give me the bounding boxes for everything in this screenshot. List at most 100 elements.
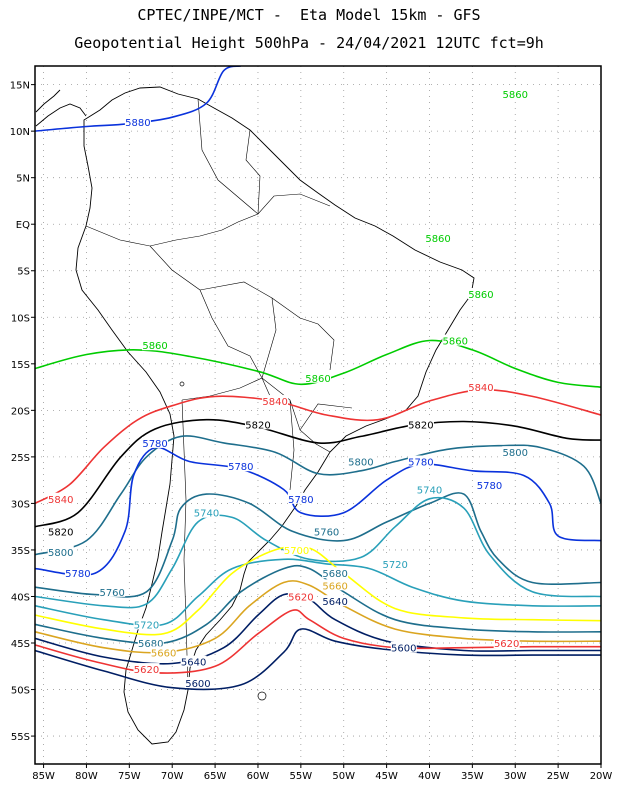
lat-tick-label: 35S <box>11 546 30 557</box>
map-title-line-2: Geopotential Height 500hPa - 24/04/2021 … <box>74 34 544 52</box>
contour-label-bg <box>150 646 177 658</box>
lat-tick-label: 15N <box>10 81 30 92</box>
contour-label-bg <box>47 545 74 557</box>
contour-label-bg <box>502 446 529 458</box>
lon-tick-label: 45W <box>375 771 398 782</box>
contour-label-5860: 5860 <box>468 290 493 301</box>
contour-label-5760: 5760 <box>99 588 124 599</box>
contour-label-5600: 5600 <box>391 644 416 655</box>
lon-tick-label: 20W <box>590 771 613 782</box>
lon-tick-label: 35W <box>461 771 484 782</box>
contour-label-bg <box>262 395 289 407</box>
map-frame <box>34 65 602 765</box>
contour-label-5840: 5840 <box>48 495 73 506</box>
contour-label-5860: 5860 <box>503 90 528 101</box>
contour-5600 <box>35 628 601 691</box>
contour-label-bg <box>382 557 409 569</box>
lon-tick-label: 65W <box>204 771 227 782</box>
lat-tick-label: 55S <box>11 732 30 743</box>
contour-label-5780: 5780 <box>408 458 433 469</box>
contour-label-5620: 5620 <box>288 592 313 603</box>
contour-label-bg <box>64 567 91 579</box>
contour-label-bg <box>407 418 434 430</box>
contour-label-bg <box>47 525 74 537</box>
contour-label-5660: 5660 <box>151 648 176 659</box>
contour-label-5780: 5780 <box>142 439 167 450</box>
contour-label-5780: 5780 <box>228 462 253 473</box>
lon-tick-label: 85W <box>32 771 55 782</box>
contour-label-5880: 5880 <box>125 118 150 129</box>
contour-label-5780: 5780 <box>477 481 502 492</box>
contour-label-5740: 5740 <box>194 509 219 520</box>
contour-label-5800: 5800 <box>348 458 373 469</box>
coastlines-borders <box>35 86 475 745</box>
contour-label-5800: 5800 <box>503 448 528 459</box>
lake-titicaca <box>179 381 185 387</box>
contour-label-5780: 5780 <box>288 495 313 506</box>
lat-tick-label: 45S <box>11 639 30 650</box>
contour-label-5800: 5800 <box>48 548 73 559</box>
contour-label-bg <box>493 637 520 649</box>
contour-labels: 5880 5860 5860 5860 5860 5860 5860 5840 5840 5840… <box>47 87 529 690</box>
contour-label-bg <box>467 288 494 300</box>
lat-tick-label: 50S <box>11 686 30 697</box>
contour-label-bg <box>142 436 169 448</box>
contour-label-bg <box>283 543 310 555</box>
lon-tick-label: 25W <box>547 771 570 782</box>
contour-label-5640: 5640 <box>322 597 347 608</box>
lon-tick-label: 50W <box>332 771 355 782</box>
contour-label-bg <box>416 483 443 495</box>
contour-label-5620: 5620 <box>134 665 159 676</box>
contour-5820 <box>35 418 601 528</box>
contour-label-5860: 5860 <box>425 234 450 245</box>
lat-tick-label: 15S <box>11 360 30 371</box>
contour-label-5640: 5640 <box>181 658 206 669</box>
contour-label-bg <box>476 478 503 490</box>
contour-label-5860: 5860 <box>142 341 167 352</box>
contour-5740 <box>35 496 601 609</box>
lat-tick-label: 5S <box>17 267 30 278</box>
contour-label-bg <box>287 492 314 504</box>
lon-tick-label: 55W <box>290 771 313 782</box>
contour-label-bg <box>347 455 374 467</box>
contour-label-bg <box>425 232 452 244</box>
contour-5780 <box>35 446 601 576</box>
contour-label-bg <box>322 579 349 591</box>
contour-label-bg <box>184 677 211 689</box>
lat-tick-label: 40S <box>11 592 30 603</box>
contour-label-5740: 5740 <box>417 485 442 496</box>
contour-label-5680: 5680 <box>138 639 163 650</box>
contour-label-5660: 5660 <box>322 581 347 592</box>
contour-label-5620: 5620 <box>494 639 519 650</box>
lon-tick-label: 40W <box>418 771 441 782</box>
contour-label-bg <box>502 87 529 99</box>
contour-label-5860: 5860 <box>442 337 467 348</box>
contour-label-5860: 5860 <box>305 374 330 385</box>
contour-label-bg <box>193 506 220 518</box>
contour-label-bg <box>390 641 417 653</box>
contour-label-5780: 5780 <box>65 569 90 580</box>
lat-tick-label: 30S <box>11 499 30 510</box>
contour-label-bg <box>133 663 160 675</box>
contour-5640 <box>35 592 601 665</box>
lon-tick-label: 30W <box>504 771 527 782</box>
contour-label-bg <box>467 381 494 393</box>
contour-label-bg <box>137 637 164 649</box>
contour-label-5720: 5720 <box>134 620 159 631</box>
contour-label-5820: 5820 <box>408 420 433 431</box>
contour-label-5820: 5820 <box>245 420 270 431</box>
contour-label-bg <box>442 334 469 346</box>
contour-5880 <box>35 66 242 132</box>
contour-label-bg <box>133 618 160 630</box>
contour-label-5820: 5820 <box>48 527 73 538</box>
lat-tick-label: 10N <box>10 127 30 138</box>
contour-label-bg <box>244 418 271 430</box>
contour-label-bg <box>322 595 349 607</box>
lat-tick-label: 25S <box>11 453 30 464</box>
contour-label-5840: 5840 <box>262 397 287 408</box>
contour-label-bg <box>287 590 314 602</box>
contour-5860 <box>35 339 601 388</box>
contour-label-bg <box>99 585 126 597</box>
lat-tick-label: 5N <box>16 174 30 185</box>
